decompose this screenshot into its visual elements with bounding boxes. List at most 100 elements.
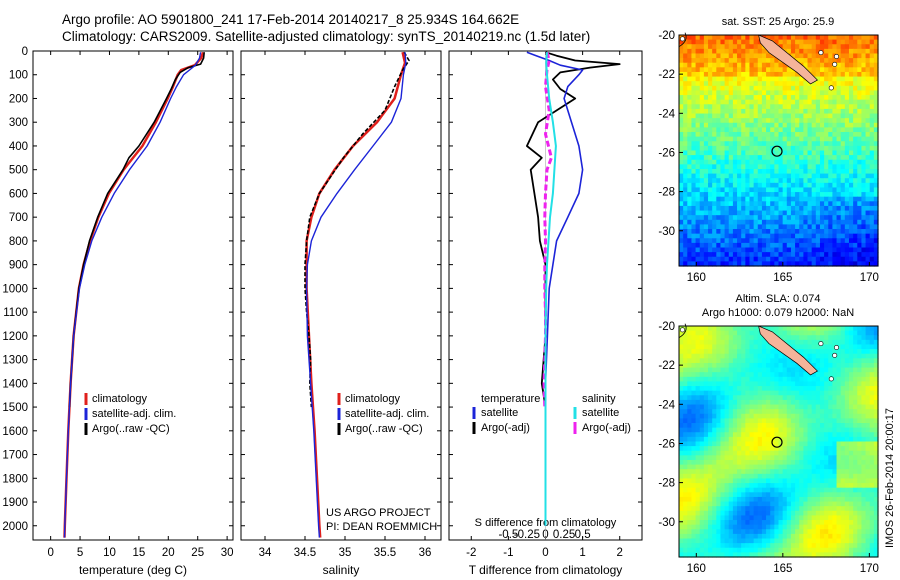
map-cell [848, 515, 854, 521]
map-cell [832, 349, 838, 355]
map-cell [824, 76, 829, 82]
map-cell [819, 168, 825, 175]
map-cell [716, 423, 722, 429]
map-cell [853, 238, 858, 244]
map-cell [716, 201, 722, 207]
map-cell [795, 381, 800, 387]
map-cell [824, 376, 829, 383]
map-cell [679, 358, 684, 364]
map-cell [848, 404, 854, 410]
map-cell [836, 538, 842, 544]
map-cell [836, 520, 842, 526]
map-cell [732, 108, 738, 115]
map-cell [815, 423, 821, 429]
map-cell [795, 201, 800, 207]
map-cell [786, 450, 792, 456]
map-cell [724, 95, 730, 101]
map-cell [683, 178, 688, 184]
map-cell [840, 224, 846, 230]
map-cell [815, 427, 821, 433]
map-cell [732, 538, 738, 544]
map-cell [865, 95, 871, 101]
x-tick-label: 34.5 [294, 547, 316, 559]
map-cell [836, 44, 842, 50]
map-cell [695, 441, 701, 447]
map-cell [716, 168, 722, 175]
map-cell [819, 247, 825, 253]
map-cell [790, 118, 796, 124]
map-cell [749, 182, 755, 189]
map-cell [824, 81, 829, 87]
map-cell [741, 95, 746, 101]
map-cell [815, 395, 821, 401]
map-cell [840, 399, 846, 406]
map-cell [728, 358, 734, 364]
y-tick-label: 1300 [2, 355, 28, 367]
map-cell [803, 99, 809, 105]
map-cell [728, 510, 734, 517]
map-cell [857, 145, 863, 152]
map-cell [811, 141, 817, 147]
map-cell [708, 95, 713, 101]
map-cell [790, 386, 796, 392]
map-cell [824, 473, 829, 480]
map-cell [770, 136, 775, 142]
map-cell [745, 349, 751, 355]
map-cell [844, 192, 850, 198]
map-cell [712, 81, 717, 87]
map-cell [724, 168, 730, 175]
map-cell [691, 127, 697, 133]
map-cell [811, 99, 817, 105]
map-cell [819, 335, 825, 341]
map-cell [683, 173, 688, 179]
map-cell [687, 436, 693, 443]
map-cell [753, 335, 759, 341]
map-cell [828, 404, 833, 410]
map-cell [741, 210, 746, 216]
map-cell [815, 358, 821, 364]
map-cell [716, 418, 722, 424]
map-cell [824, 423, 829, 429]
map-cell [732, 210, 738, 216]
map-cell [848, 413, 854, 419]
map-cell [695, 427, 701, 433]
map-cell [741, 362, 746, 369]
map-cell [836, 136, 842, 142]
map-cell [828, 326, 833, 332]
map-cell [749, 95, 755, 101]
map-cell [679, 252, 684, 258]
map-cell [732, 192, 738, 198]
map-cell [745, 543, 751, 549]
map-cell [741, 48, 746, 55]
map-cell [848, 395, 854, 401]
map-cell [861, 173, 867, 179]
map-cell [853, 441, 858, 447]
map-cell [708, 395, 713, 401]
map-cell [815, 339, 821, 346]
map-cell [869, 344, 875, 350]
map-cell [848, 367, 854, 373]
map-cell [708, 182, 713, 189]
map-cell [811, 353, 817, 359]
map-cell [782, 404, 788, 410]
map-cell [737, 242, 742, 249]
map-cell [737, 335, 742, 341]
map-cell [712, 182, 717, 189]
map-cell [708, 524, 713, 530]
map-cell [679, 349, 684, 355]
map-cell [741, 515, 746, 521]
map-cell [679, 136, 684, 142]
map-cell [753, 136, 759, 142]
figure-title-line1: Argo profile: AO 5901800_241 17-Feb-2014… [62, 12, 520, 27]
map-cell [724, 464, 730, 470]
map-cell [848, 362, 854, 369]
map-cell [703, 136, 709, 142]
x-axis-label: temperature (deg C) [79, 563, 187, 577]
map-cell [869, 182, 875, 189]
map-cell [732, 81, 738, 87]
map-cell [774, 399, 780, 406]
map-cell [836, 210, 842, 216]
map-cell [840, 510, 846, 517]
map-cell [724, 446, 730, 452]
map-cell [699, 446, 705, 452]
